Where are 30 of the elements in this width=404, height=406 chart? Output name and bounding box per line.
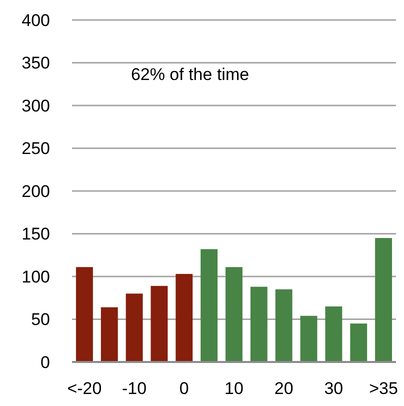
x-tick-label: 20: [274, 379, 294, 398]
bar: [200, 249, 218, 362]
bar: [226, 267, 242, 362]
y-tick-label: 50: [31, 310, 50, 330]
bar: [275, 289, 292, 362]
y-tick-label: 200: [22, 182, 50, 201]
y-tick-label: 300: [22, 96, 50, 116]
annotation: 62% of the time: [130, 65, 250, 84]
bar: [375, 238, 392, 362]
x-tick-label: 10: [224, 379, 244, 398]
x-tick-label: >35: [369, 379, 398, 398]
bar: [350, 324, 368, 362]
y-tick-label: 400: [22, 10, 50, 30]
bar: [126, 294, 143, 362]
x-tick-label: <-20: [67, 379, 102, 398]
bar: [300, 316, 318, 362]
x-tick-label: 0: [179, 379, 189, 398]
bar: [76, 267, 93, 362]
y-tick-label: 150: [22, 224, 50, 244]
x-tick-label: 30: [324, 379, 344, 398]
y-tick-label: 250: [22, 139, 50, 158]
y-tick-label: 100: [22, 267, 50, 286]
bar: [100, 307, 118, 362]
y-tick-label: 0: [40, 352, 50, 372]
x-tick-label: -10: [122, 379, 147, 398]
bar: [325, 306, 342, 362]
bar: [150, 286, 168, 362]
bar: [176, 274, 193, 362]
y-tick-label: 350: [22, 54, 50, 73]
bar: [250, 286, 268, 362]
